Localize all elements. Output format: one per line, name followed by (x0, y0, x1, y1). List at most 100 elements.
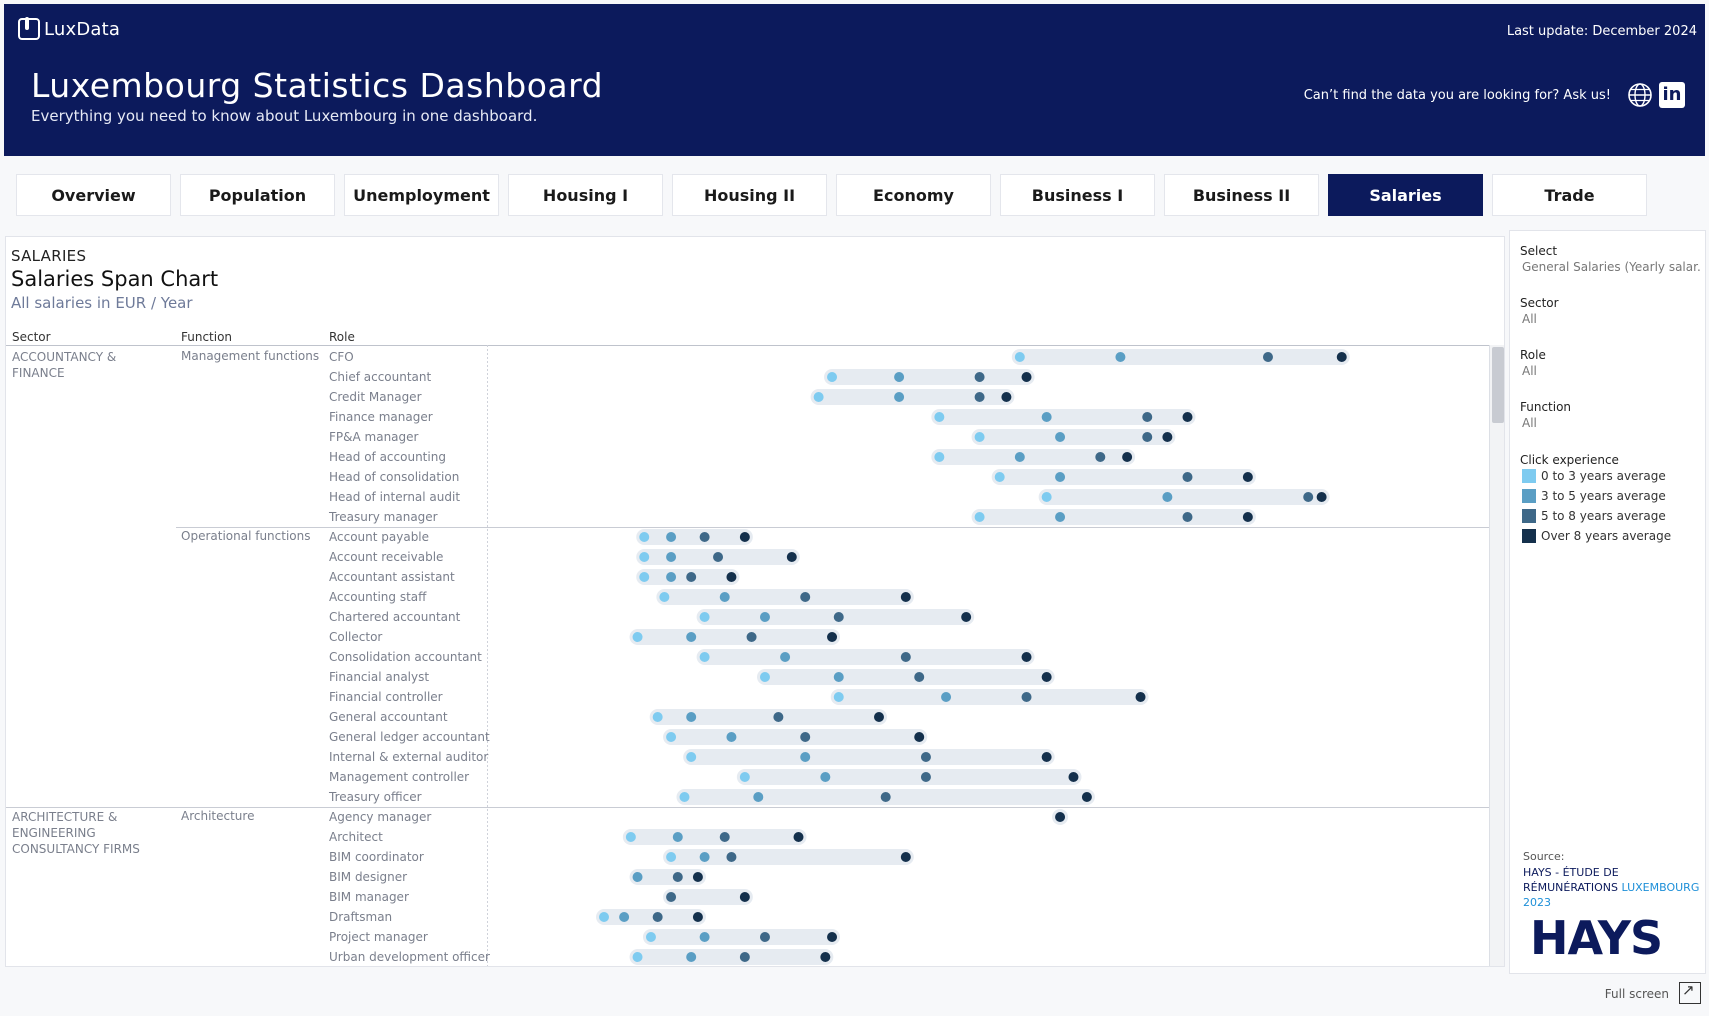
salary-point[interactable] (666, 552, 677, 562)
tab-trade[interactable]: Trade (1492, 174, 1647, 216)
salary-span-bar[interactable] (931, 409, 1196, 425)
salary-point[interactable] (726, 852, 737, 862)
salary-point[interactable] (726, 732, 737, 742)
salary-point[interactable] (1021, 372, 1032, 382)
role-label[interactable]: Financial controller (329, 690, 443, 704)
salary-point[interactable] (639, 572, 650, 582)
role-label[interactable]: Accounting staff (329, 590, 427, 604)
salary-point[interactable] (1021, 692, 1032, 702)
salary-point[interactable] (719, 592, 730, 602)
salary-point[interactable] (800, 732, 811, 742)
salary-point[interactable] (759, 612, 770, 622)
salary-point[interactable] (1262, 352, 1273, 362)
salary-point[interactable] (1316, 492, 1327, 502)
salary-point[interactable] (780, 652, 791, 662)
salary-point[interactable] (934, 452, 945, 462)
salary-point[interactable] (974, 392, 985, 402)
salary-point[interactable] (686, 952, 697, 962)
salary-point[interactable] (632, 632, 643, 642)
salary-point[interactable] (652, 712, 663, 722)
salary-point[interactable] (672, 872, 683, 882)
salary-point[interactable] (699, 532, 710, 542)
salary-span-bar[interactable] (756, 669, 1055, 685)
role-label[interactable]: FP&A manager (329, 430, 419, 444)
salary-point[interactable] (873, 712, 884, 722)
role-label[interactable]: Treasury manager (329, 510, 438, 524)
salary-span-bar[interactable] (810, 389, 1015, 405)
salary-point[interactable] (632, 872, 643, 882)
salary-point[interactable] (625, 832, 636, 842)
role-label[interactable]: Head of accounting (329, 450, 446, 464)
salary-point[interactable] (1001, 392, 1012, 402)
salary-point[interactable] (713, 552, 724, 562)
tab-overview[interactable]: Overview (16, 174, 171, 216)
linkedin-icon[interactable]: in (1659, 82, 1685, 108)
salary-point[interactable] (934, 412, 945, 422)
role-filter-dropdown[interactable]: All (1522, 364, 1537, 378)
salary-span-bar[interactable] (736, 769, 1082, 785)
salary-point[interactable] (1055, 472, 1066, 482)
salary-point[interactable] (1115, 352, 1126, 362)
salary-point[interactable] (686, 752, 697, 762)
role-label[interactable]: Agency manager (329, 810, 432, 824)
salary-point[interactable] (974, 372, 985, 382)
salary-point[interactable] (632, 952, 643, 962)
salary-point[interactable] (974, 512, 985, 522)
salary-span-bar[interactable] (596, 909, 706, 925)
salary-point[interactable] (759, 932, 770, 942)
salary-point[interactable] (813, 392, 824, 402)
role-label[interactable]: Head of consolidation (329, 470, 460, 484)
role-label[interactable]: Urban development officer (329, 950, 490, 964)
role-label[interactable]: Accountant assistant (329, 570, 455, 584)
salary-point[interactable] (961, 612, 972, 622)
salary-point[interactable] (894, 372, 905, 382)
tab-salaries[interactable]: Salaries (1328, 174, 1483, 216)
tab-housing-i[interactable]: Housing I (508, 174, 663, 216)
salary-point[interactable] (666, 732, 677, 742)
globe-icon[interactable] (1627, 82, 1653, 108)
salary-span-bar[interactable] (629, 949, 834, 965)
salary-point[interactable] (1303, 492, 1314, 502)
salary-point[interactable] (1182, 512, 1193, 522)
salary-point[interactable] (719, 832, 730, 842)
salary-point[interactable] (1081, 792, 1092, 802)
tab-population[interactable]: Population (180, 174, 335, 216)
salary-point[interactable] (692, 912, 703, 922)
salary-point[interactable] (833, 672, 844, 682)
salary-point[interactable] (1021, 652, 1032, 662)
ask-us-link[interactable]: Can’t find the data you are looking for?… (1303, 88, 1611, 103)
role-label[interactable]: Chartered accountant (329, 610, 461, 624)
salary-point[interactable] (1182, 472, 1193, 482)
fullscreen-icon[interactable] (1679, 981, 1701, 1004)
salary-point[interactable] (1014, 452, 1025, 462)
tab-unemployment[interactable]: Unemployment (344, 174, 499, 216)
function-filter-dropdown[interactable]: All (1522, 416, 1537, 430)
role-label[interactable]: Architect (329, 830, 383, 844)
span-chart[interactable] (6, 237, 1489, 967)
role-label[interactable]: BIM coordinator (329, 850, 424, 864)
salary-span-bar[interactable] (656, 589, 914, 605)
salary-point[interactable] (894, 392, 905, 402)
salary-point[interactable] (1242, 472, 1253, 482)
salary-point[interactable] (827, 372, 838, 382)
source-text[interactable]: HAYS - ÉTUDE DE RÉMUNÉRATIONS LUXEMBOURG… (1523, 865, 1703, 910)
salary-point[interactable] (1336, 352, 1347, 362)
salary-point[interactable] (1142, 432, 1153, 442)
salary-point[interactable] (739, 772, 750, 782)
salary-point[interactable] (900, 592, 911, 602)
salary-point[interactable] (619, 912, 630, 922)
role-label[interactable]: General ledger accountant (329, 730, 490, 744)
salary-point[interactable] (1068, 772, 1079, 782)
salary-point[interactable] (672, 832, 683, 842)
salary-point[interactable] (639, 552, 650, 562)
salary-point[interactable] (941, 692, 952, 702)
role-label[interactable]: Consolidation accountant (329, 650, 482, 664)
role-label[interactable]: General accountant (329, 710, 448, 724)
function-label[interactable]: Architecture (181, 809, 255, 823)
tab-economy[interactable]: Economy (836, 174, 991, 216)
function-label[interactable]: Operational functions (181, 529, 311, 543)
salary-point[interactable] (1055, 812, 1066, 822)
role-label[interactable]: Account receivable (329, 550, 444, 564)
salary-point[interactable] (920, 752, 931, 762)
salary-point[interactable] (645, 932, 656, 942)
